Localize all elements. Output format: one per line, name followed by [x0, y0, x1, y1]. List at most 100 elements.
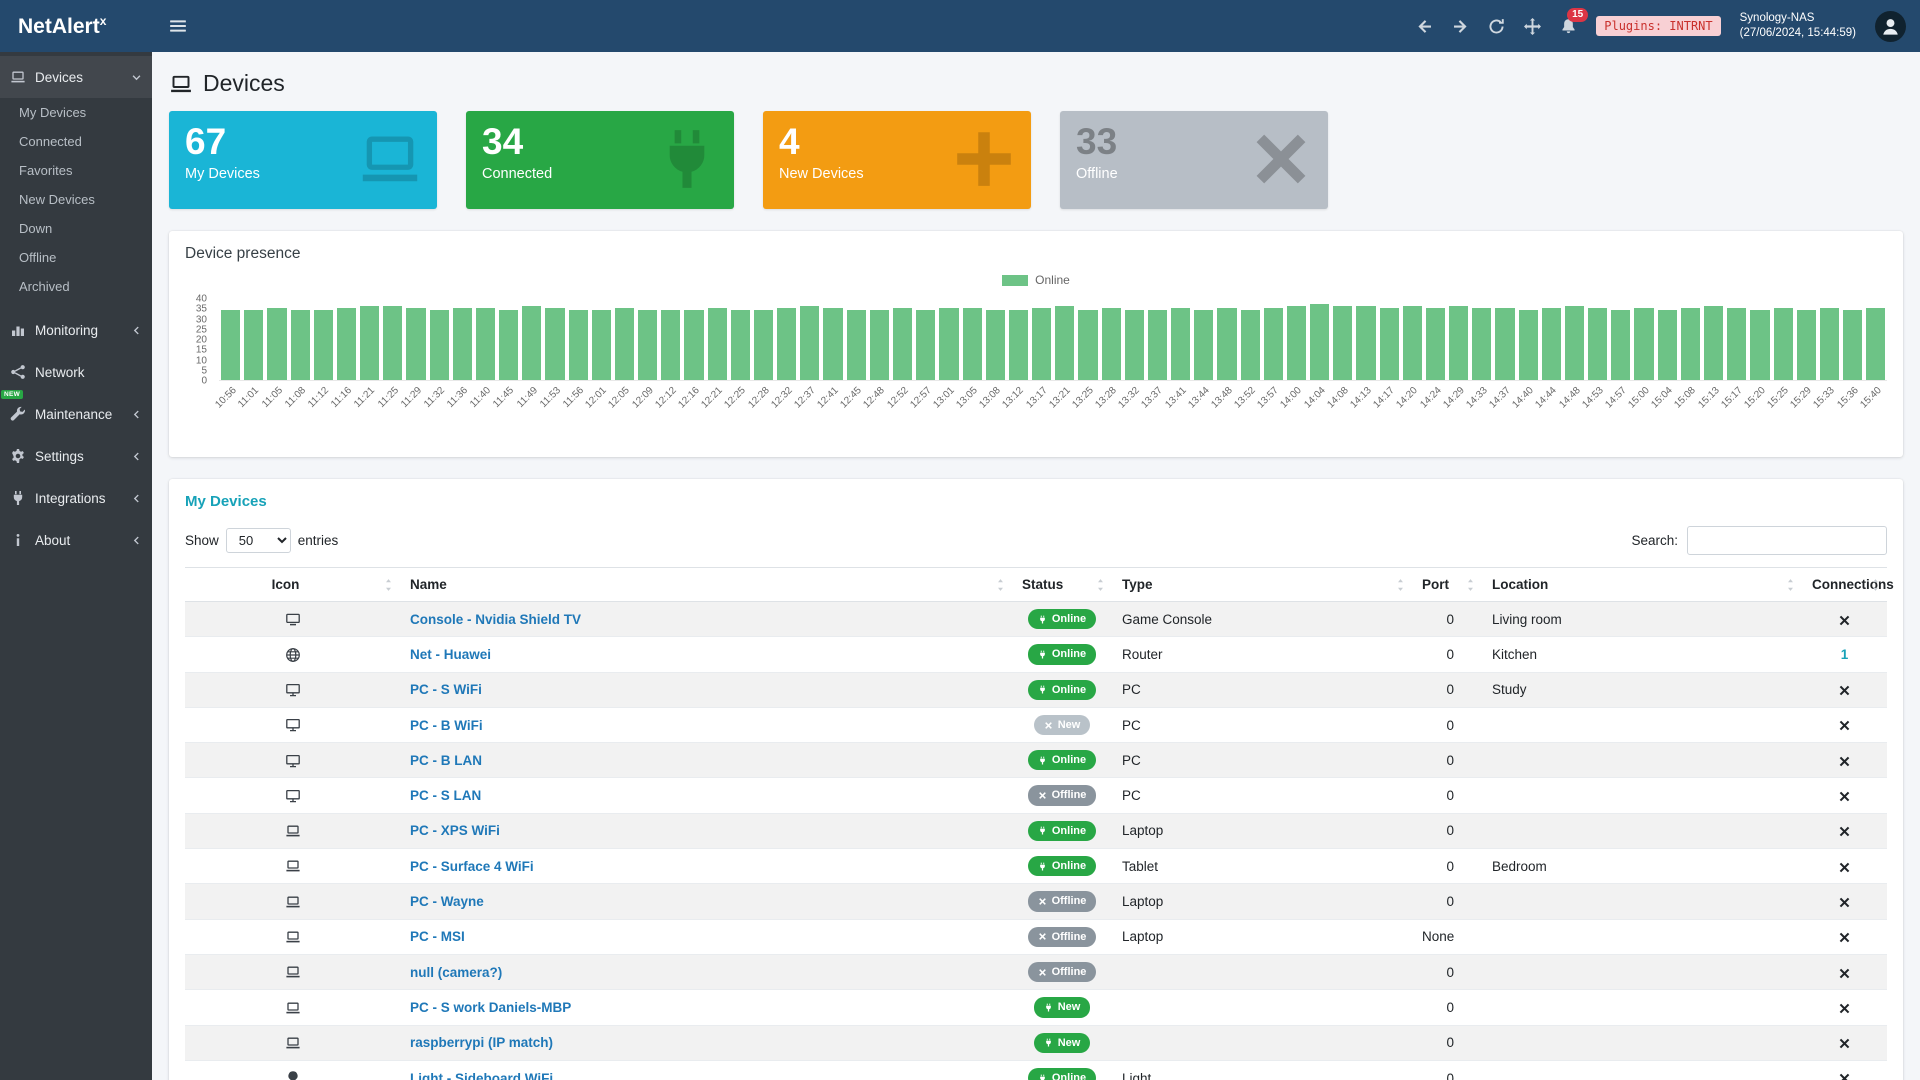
- sidebar-subitem-my-devices[interactable]: My Devices: [19, 105, 87, 120]
- column-header-port[interactable]: Port: [1412, 567, 1482, 602]
- legend-swatch-online: [1002, 274, 1029, 286]
- bar-column: 14:13: [1348, 298, 1377, 410]
- sidebar-item-network[interactable]: Network: [0, 351, 152, 393]
- status-badge-online: Online: [1027, 856, 1097, 877]
- sidebar-subitem-favorites[interactable]: Favorites: [19, 163, 73, 178]
- sidebar-item-about[interactable]: About: [0, 519, 152, 561]
- device-name-link[interactable]: PC - Wayne: [410, 894, 484, 910]
- device-name-link[interactable]: PC - S WiFi: [410, 682, 482, 698]
- forward-arrow-icon[interactable]: [1452, 18, 1469, 35]
- online-bar: [1564, 306, 1585, 380]
- column-header-status[interactable]: Status: [1012, 567, 1112, 602]
- sidebar-subitem-new-devices[interactable]: New Devices: [19, 192, 95, 207]
- device-name-link[interactable]: PC - S work Daniels-MBP: [410, 999, 572, 1015]
- y-tick-label: 25: [195, 324, 207, 336]
- stat-card-my-devices[interactable]: 67 My Devices: [169, 111, 437, 209]
- stat-card-offline[interactable]: 33 Offline: [1060, 111, 1328, 209]
- device-name-link[interactable]: Light - Sideboard WiFi: [410, 1070, 554, 1080]
- device-name-link[interactable]: PC - B WiFi: [410, 717, 483, 733]
- online-bar: [1449, 306, 1469, 380]
- online-bar: [1611, 310, 1631, 380]
- sidebar-item-monitoring[interactable]: Monitoring: [0, 309, 152, 351]
- online-bar: [1078, 310, 1098, 380]
- show-entries: Show 50 entries: [185, 528, 338, 553]
- device-name-link[interactable]: PC - S LAN: [410, 788, 482, 804]
- device-name-cell: PC - S WiFi: [400, 671, 1012, 708]
- plug-icon: [10, 490, 26, 506]
- chart-legend[interactable]: Online: [185, 273, 1887, 287]
- x-icon: [1838, 1037, 1851, 1050]
- bar-column: 12:52: [885, 298, 914, 410]
- my-devices-title: My Devices: [185, 493, 267, 510]
- x-tick-label: 11:40: [468, 385, 494, 410]
- back-arrow-icon[interactable]: [1416, 18, 1433, 35]
- device-type-cell: Game Console: [1112, 600, 1412, 637]
- online-bar: [1541, 308, 1561, 380]
- device-name-link[interactable]: raspberrypi (IP match): [410, 1035, 554, 1051]
- bar-column: 13:52: [1232, 298, 1262, 410]
- bar-column: 15:13: [1696, 298, 1725, 410]
- plug-icon: [1038, 1074, 1047, 1080]
- x-tick-label: 13:17: [1023, 385, 1050, 411]
- online-bar: [1518, 310, 1538, 380]
- table-header-row: Icon Name Status Type Port Location Connection…: [185, 567, 1894, 602]
- device-name-link[interactable]: PC - Surface 4 WiFi: [410, 858, 534, 874]
- device-icon-cell: [185, 812, 400, 849]
- sidebar-subitem-offline[interactable]: Offline: [19, 250, 57, 265]
- x-tick-label: 13:32: [1116, 385, 1143, 411]
- hamburger-menu-icon[interactable]: [168, 17, 188, 35]
- chevron-left-icon: [131, 493, 142, 504]
- device-name-link[interactable]: null (camera?): [410, 964, 503, 980]
- app-brand[interactable]: NetAlertx: [0, 14, 152, 39]
- sidebar-item-devices[interactable]: Devices: [0, 56, 152, 98]
- sidebar-subitem-connected[interactable]: Connected: [19, 134, 82, 149]
- stat-card-connected[interactable]: 34 Connected: [466, 111, 734, 209]
- column-header-type[interactable]: Type: [1112, 567, 1412, 602]
- plugins-status-badge[interactable]: Plugins: INTRNT: [1596, 16, 1721, 36]
- sidebar-subitem-down[interactable]: Down: [19, 221, 53, 236]
- x-icon: [1248, 126, 1314, 192]
- stat-card-new-devices[interactable]: 4 New Devices: [763, 111, 1031, 209]
- sidebar-item-integrations[interactable]: Integrations: [0, 477, 152, 519]
- device-name-link[interactable]: PC - B LAN: [410, 752, 482, 768]
- device-status-cell: Offline: [1012, 918, 1112, 955]
- column-header-location[interactable]: Location: [1482, 567, 1802, 602]
- device-type-cell: PC: [1112, 777, 1412, 814]
- x-tick-label: 12:41: [815, 385, 841, 411]
- device-location-cell: [1482, 1024, 1802, 1061]
- device-name-link[interactable]: Net - Huawei: [410, 646, 492, 662]
- device-name-link[interactable]: PC - MSI: [410, 929, 465, 945]
- device-name-link[interactable]: PC - XPS WiFi: [410, 823, 500, 839]
- laptop-icon: [285, 1000, 301, 1016]
- device-name-link[interactable]: Console - Nvidia Shield TV: [410, 611, 582, 627]
- device-connections-cell: [1802, 1024, 1887, 1061]
- connections-count-link[interactable]: 1: [1840, 646, 1849, 662]
- status-badge-label: Online: [1051, 824, 1087, 837]
- column-header-connections[interactable]: Connections: [1802, 567, 1894, 602]
- page-size-select[interactable]: 50: [225, 528, 291, 553]
- x-tick-label: 13:52: [1232, 385, 1258, 411]
- brand-text: NetAlert: [18, 14, 100, 38]
- device-name-cell: Net - Huawei: [400, 636, 1012, 673]
- bar-column: 12:01: [584, 298, 613, 410]
- device-name-cell: PC - XPS WiFi: [400, 812, 1012, 849]
- sidebar-item-maintenance[interactable]: NEW Maintenance: [0, 390, 152, 435]
- device-name-cell: PC - Wayne: [400, 883, 1012, 920]
- user-avatar[interactable]: [1875, 10, 1906, 42]
- column-header-icon[interactable]: Icon: [185, 567, 400, 602]
- x-tick-label: 12:01: [583, 385, 610, 411]
- device-row-pc-s-work-daniels-mbp: PC - S work Daniels-MBP New 0: [185, 989, 1887, 1026]
- sidebar-subitem-archived[interactable]: Archived: [19, 279, 70, 294]
- search-input[interactable]: [1687, 526, 1887, 555]
- bar-column: 11:12: [306, 298, 335, 410]
- sidebar-item-settings[interactable]: Settings: [0, 435, 152, 477]
- bar-column: 14:40: [1511, 298, 1540, 410]
- column-header-name[interactable]: Name: [400, 567, 1012, 602]
- move-icon[interactable]: [1524, 17, 1542, 35]
- device-status-cell: Online: [1012, 848, 1112, 884]
- notifications-bell[interactable]: 15: [1560, 7, 1589, 35]
- bar-column: 14:24: [1418, 298, 1447, 410]
- refresh-icon[interactable]: [1488, 18, 1505, 35]
- bar-column: 11:25: [376, 298, 404, 410]
- bar-column: 12:21: [700, 298, 729, 410]
